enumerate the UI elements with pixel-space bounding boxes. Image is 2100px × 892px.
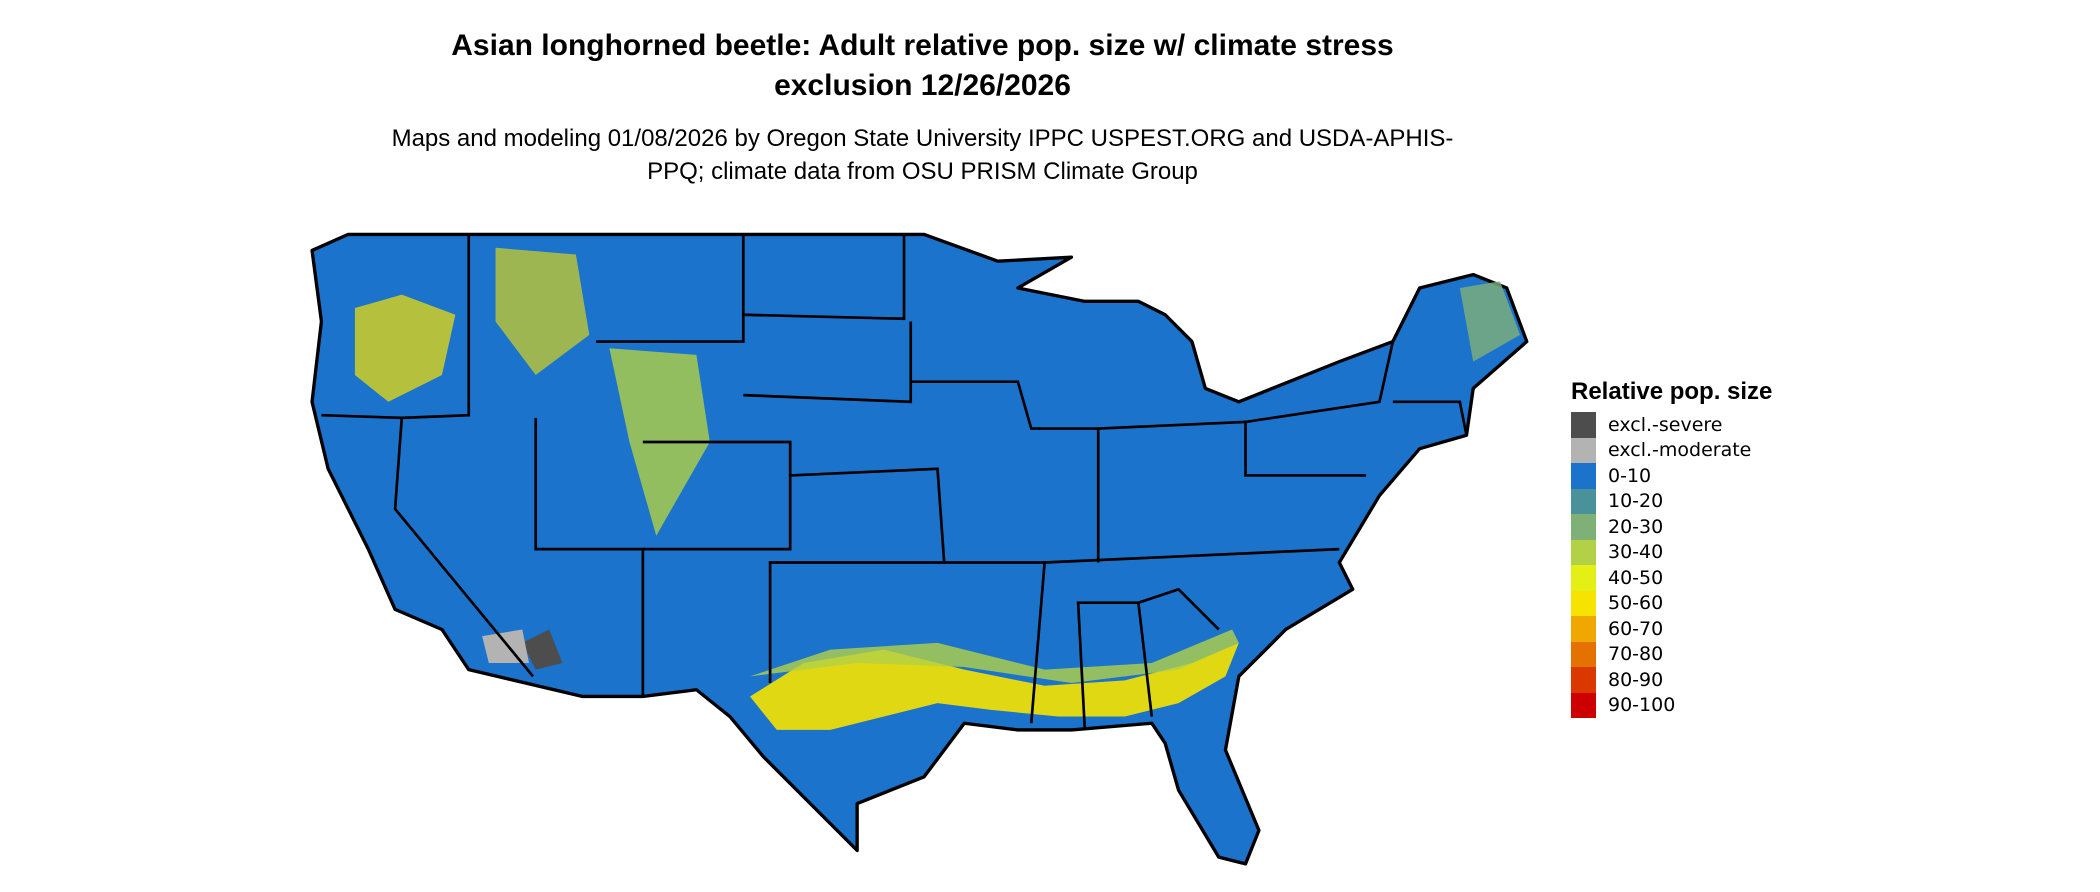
legend-item: 10-20 bbox=[1571, 488, 1772, 514]
legend-swatch bbox=[1571, 514, 1596, 540]
western-patches-1 bbox=[354, 294, 456, 402]
legend-item: excl.-moderate bbox=[1571, 437, 1772, 463]
map-subtitle: Maps and modeling 01/08/2026 by Oregon S… bbox=[391, 125, 1454, 185]
legend-label: 60-70 bbox=[1608, 617, 1664, 640]
legend-item: 80-90 bbox=[1571, 667, 1772, 693]
suitability-patches bbox=[354, 247, 1521, 730]
legend-label: 80-90 bbox=[1608, 668, 1664, 691]
legend-item: 70-80 bbox=[1571, 641, 1772, 667]
legend-label: 70-80 bbox=[1608, 643, 1664, 666]
legend-item: 0-10 bbox=[1571, 463, 1772, 489]
legend-item: 90-100 bbox=[1571, 692, 1772, 718]
legend-item: 40-50 bbox=[1571, 565, 1772, 591]
legend-swatch bbox=[1571, 437, 1596, 463]
legend: Relative pop. size excl.-severe excl.-mod… bbox=[1571, 378, 1772, 718]
legend-label: 30-40 bbox=[1608, 541, 1664, 564]
legend-swatch bbox=[1571, 463, 1596, 489]
legend-title: Relative pop. size bbox=[1571, 378, 1773, 405]
legend-label: excl.-severe bbox=[1608, 413, 1723, 436]
legend-swatch bbox=[1571, 412, 1596, 438]
legend-swatch bbox=[1571, 667, 1596, 693]
legend-label: 10-20 bbox=[1608, 490, 1664, 513]
us-land bbox=[310, 232, 1529, 866]
legend-swatch bbox=[1571, 539, 1596, 565]
legend-label: 50-60 bbox=[1608, 592, 1664, 615]
legend-label: 20-30 bbox=[1608, 515, 1664, 538]
legend-item: 50-60 bbox=[1571, 590, 1772, 616]
legend-label: 90-100 bbox=[1608, 694, 1676, 717]
map-title: Asian longhorned beetle: Adult relative … bbox=[451, 29, 1394, 102]
legend-item: 60-70 bbox=[1571, 616, 1772, 642]
legend-swatch bbox=[1571, 641, 1596, 667]
legend-swatch bbox=[1571, 488, 1596, 514]
legend-item: 30-40 bbox=[1571, 539, 1772, 565]
legend-swatch bbox=[1571, 616, 1596, 642]
legend-label: excl.-moderate bbox=[1608, 439, 1752, 462]
state-borders bbox=[321, 234, 1468, 730]
southern-high-band bbox=[750, 642, 1239, 730]
legend-label: 0-10 bbox=[1608, 464, 1652, 487]
legend-swatch bbox=[1571, 565, 1596, 591]
excluded-severe bbox=[522, 629, 563, 670]
excluded-moderate bbox=[482, 629, 530, 663]
legend-item: excl.-severe bbox=[1571, 412, 1772, 438]
southern-mid-band bbox=[750, 629, 1239, 684]
legend-swatch bbox=[1571, 590, 1596, 616]
northeast-patch bbox=[1459, 281, 1521, 362]
western-patches-2 bbox=[495, 247, 590, 376]
legend-swatch bbox=[1571, 692, 1596, 718]
legend-item: 20-30 bbox=[1571, 514, 1772, 540]
legend-label: 40-50 bbox=[1608, 566, 1664, 589]
